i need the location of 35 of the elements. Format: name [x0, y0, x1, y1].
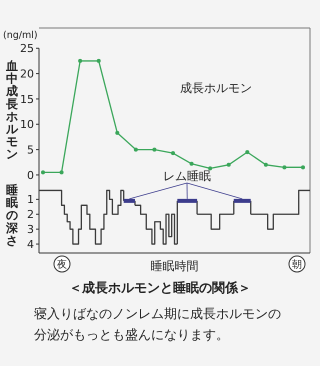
text: ＜成長ホルモンと睡眠の関係＞ [69, 280, 251, 296]
y-tick-label: 3 [27, 223, 34, 236]
y-axis-title: 睡眠の深さ [5, 183, 19, 248]
y-tick-label: 2 [27, 208, 34, 222]
x-axis-title: 睡眠時間 [150, 259, 198, 273]
y-tick-label: 20 [20, 67, 34, 80]
point [134, 148, 138, 152]
point [96, 58, 101, 63]
series-label: レム睡眠 [163, 169, 211, 183]
y-tick-label: 25 [20, 42, 34, 56]
point [226, 162, 231, 167]
point [208, 166, 212, 170]
text: 夜 [57, 258, 67, 270]
text: 寝入りばなのノンレム期に成長ホルモンの分泌がもっとも盛んになります。 [34, 307, 281, 343]
text: 朝 [292, 258, 302, 270]
y-tick-label: 4 [27, 238, 34, 251]
y-tick-label: 0 [27, 168, 34, 182]
point [78, 58, 82, 63]
point [245, 150, 250, 154]
y-tick-label: 1 [27, 193, 34, 206]
text: 成長ホルモン [180, 81, 252, 95]
point [152, 148, 156, 152]
point [171, 151, 175, 156]
point [301, 165, 305, 170]
point [115, 130, 120, 135]
point [60, 170, 64, 174]
point [264, 162, 268, 167]
y-tick-label: 15 [20, 92, 34, 106]
y-axis-title: 血中成長ホルモン [5, 59, 19, 162]
y-tick-label: 10 [20, 118, 34, 132]
y-tick-label: 5 [27, 143, 34, 156]
point [41, 170, 45, 174]
point [282, 165, 286, 170]
text: (ng/ml) [3, 30, 38, 41]
point [190, 162, 194, 166]
